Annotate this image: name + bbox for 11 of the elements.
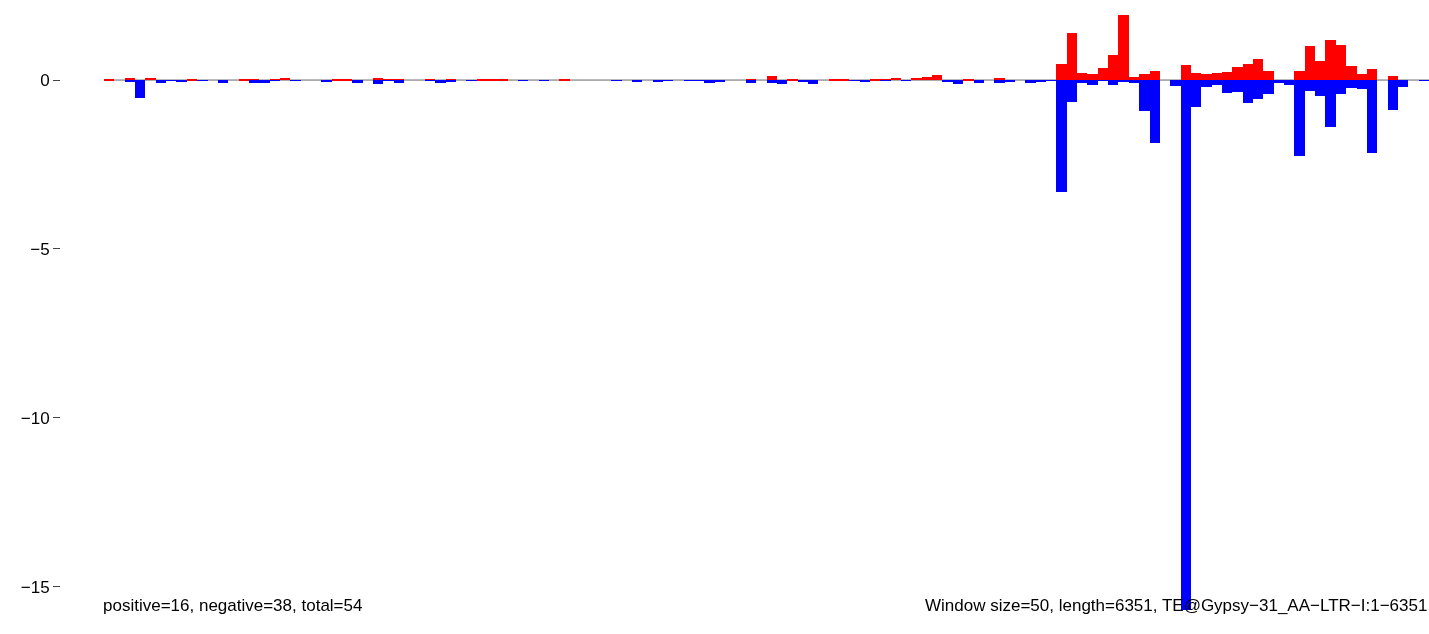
y-tick-label: −5 [30,239,50,259]
y-tick-label: −15 [20,577,50,597]
bar [352,80,363,83]
bar [767,76,777,80]
annotation: Window size=50, length=6351, TE@Gypsy−31_AA−LTR−I:1−6351 [925,596,1428,615]
y-tick-label: −10 [20,408,50,428]
bar [218,80,228,83]
bar [974,80,984,83]
y-tick-label: 0 [40,71,50,90]
annotation: positive=16, negative=38, total=54 [103,596,363,615]
bar [1388,76,1398,80]
